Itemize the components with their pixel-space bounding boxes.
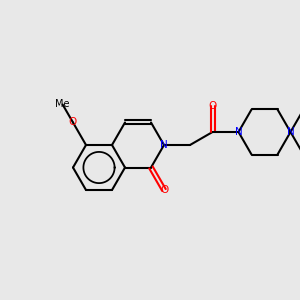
Text: Me: Me [55,100,70,110]
Text: O: O [208,101,217,111]
Text: O: O [69,118,77,128]
Text: N: N [286,127,294,137]
Text: N: N [235,127,242,137]
Text: N: N [160,140,168,150]
Text: O: O [160,185,168,195]
